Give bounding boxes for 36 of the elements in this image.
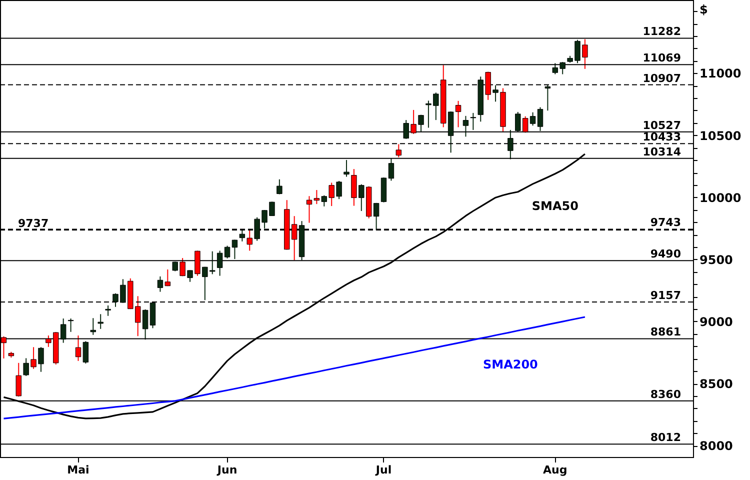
y-tick-label: 10000 <box>700 190 742 205</box>
y-tick-label: 11000 <box>700 66 742 81</box>
candlestick <box>105 304 111 316</box>
y-tick-label: 9000 <box>700 314 733 329</box>
ref-line-label: 8012 <box>650 431 681 444</box>
x-tick-label: Mai <box>67 464 90 476</box>
x-tick-label: Jun <box>216 464 238 476</box>
ref-line-label: 11069 <box>642 52 681 65</box>
x-tick-label: Jul <box>374 464 392 476</box>
candlestick <box>98 314 104 330</box>
ref-line-label: 9743 <box>650 216 681 230</box>
ref-line-label: 8861 <box>650 326 681 339</box>
ref-line-label: 11282 <box>642 25 681 38</box>
ref-line-label: 9737 <box>18 216 49 230</box>
candlestick <box>16 362 22 398</box>
ref-line-label: 10907 <box>642 72 681 85</box>
y-tick-label: 8500 <box>700 377 733 392</box>
y-tick-label: 10500 <box>700 128 742 143</box>
ref-line-label: 10314 <box>642 145 682 158</box>
ref-line-label: 8360 <box>650 388 682 401</box>
candlestick <box>306 196 312 224</box>
candlestick <box>380 176 387 203</box>
candlestick <box>90 318 96 336</box>
ref-line-label: 9157 <box>650 288 681 302</box>
y-tick-label: 8000 <box>700 439 733 454</box>
candlestick <box>82 340 89 364</box>
y-axis-title: $ <box>700 2 708 16</box>
series-label: SMA50 <box>532 198 578 213</box>
y-tick-label: 9500 <box>700 252 733 267</box>
ref-line-label: 9490 <box>650 248 682 261</box>
series-label: SMA200 <box>482 357 538 372</box>
ref-line-label: 10527 <box>642 118 681 132</box>
line-series <box>2 316 586 420</box>
candlestick <box>276 178 282 195</box>
x-tick-label: Aug <box>543 464 568 476</box>
ref-line-label: 10433 <box>642 130 681 144</box>
